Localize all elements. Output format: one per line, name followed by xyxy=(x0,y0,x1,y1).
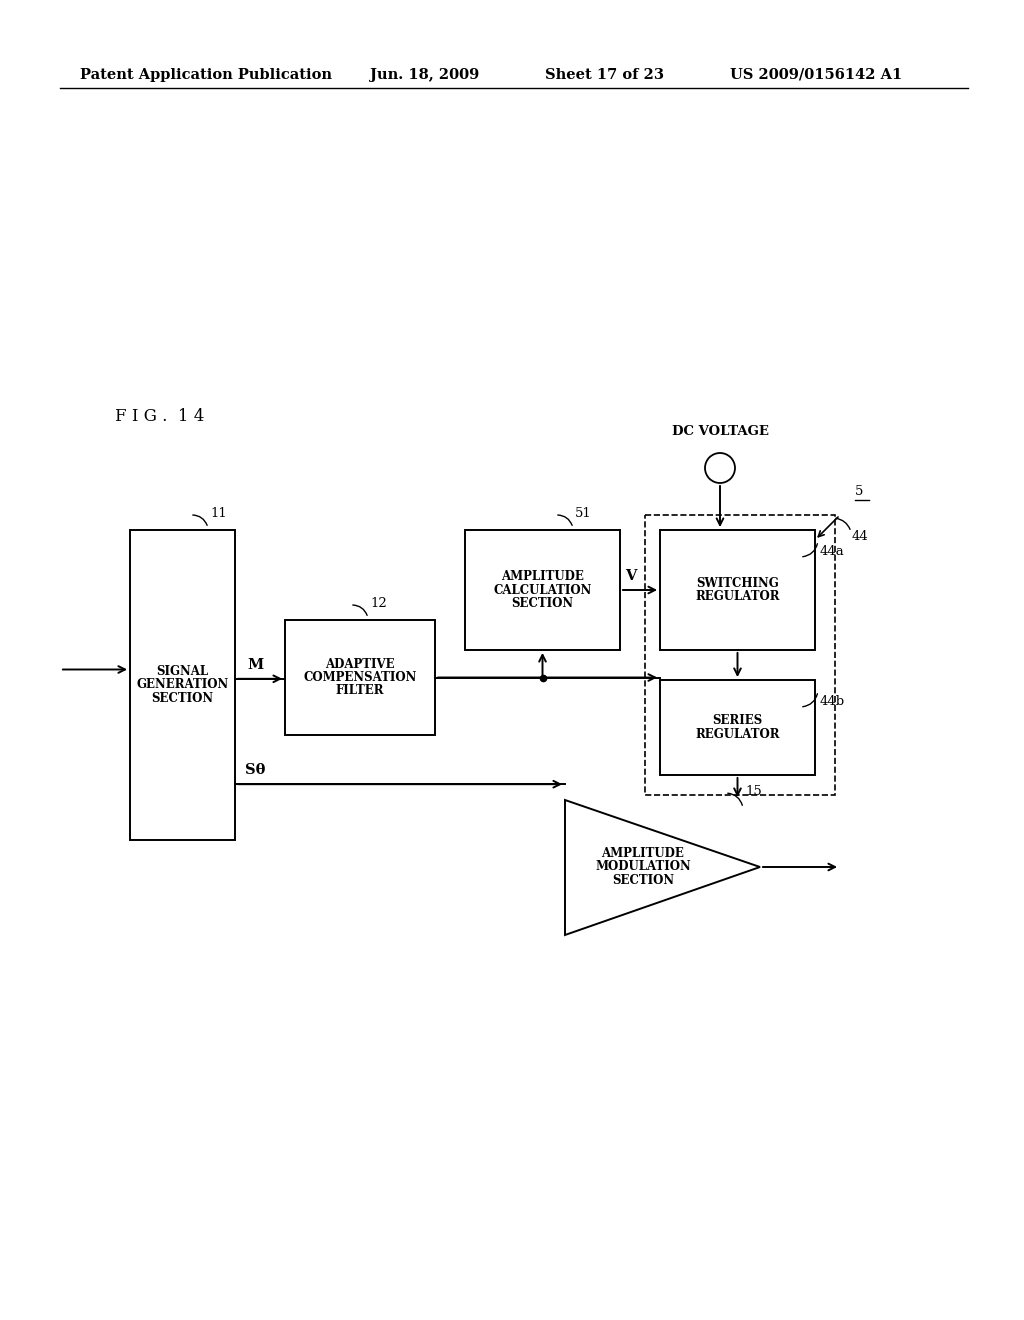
Text: SECTION: SECTION xyxy=(612,874,674,887)
Text: SERIES: SERIES xyxy=(713,714,763,727)
Bar xyxy=(130,531,234,840)
Text: AMPLITUDE: AMPLITUDE xyxy=(501,570,584,583)
Text: Patent Application Publication: Patent Application Publication xyxy=(80,69,332,82)
Text: US 2009/0156142 A1: US 2009/0156142 A1 xyxy=(730,69,902,82)
Bar xyxy=(660,531,815,649)
Text: Jun. 18, 2009: Jun. 18, 2009 xyxy=(370,69,479,82)
Text: F I G .  1 4: F I G . 1 4 xyxy=(115,408,205,425)
Bar xyxy=(285,620,435,735)
Text: DC VOLTAGE: DC VOLTAGE xyxy=(672,425,768,438)
Text: 44a: 44a xyxy=(820,545,845,558)
Text: 5: 5 xyxy=(855,484,863,498)
Circle shape xyxy=(705,453,735,483)
Text: M: M xyxy=(247,657,263,672)
Text: 44b: 44b xyxy=(820,696,845,708)
Bar xyxy=(645,515,835,795)
Text: V: V xyxy=(625,569,636,583)
Text: Sθ: Sθ xyxy=(245,763,265,777)
Text: FILTER: FILTER xyxy=(336,684,384,697)
Text: SECTION: SECTION xyxy=(152,692,214,705)
Text: 51: 51 xyxy=(575,507,592,520)
Text: 12: 12 xyxy=(370,597,387,610)
Text: 44: 44 xyxy=(852,531,868,543)
Text: REGULATOR: REGULATOR xyxy=(695,727,779,741)
Text: GENERATION: GENERATION xyxy=(136,678,228,692)
Text: 15: 15 xyxy=(745,785,762,799)
Text: SECTION: SECTION xyxy=(511,597,573,610)
Text: ADAPTIVE: ADAPTIVE xyxy=(326,657,395,671)
Text: REGULATOR: REGULATOR xyxy=(695,590,779,603)
Text: AMPLITUDE: AMPLITUDE xyxy=(601,847,684,861)
Polygon shape xyxy=(565,800,760,935)
Bar xyxy=(660,680,815,775)
Text: MODULATION: MODULATION xyxy=(595,861,691,874)
Bar xyxy=(465,531,620,649)
Text: COMPENSATION: COMPENSATION xyxy=(303,671,417,684)
Text: Sheet 17 of 23: Sheet 17 of 23 xyxy=(545,69,664,82)
Text: 11: 11 xyxy=(210,507,226,520)
Text: SWITCHING: SWITCHING xyxy=(696,577,779,590)
Text: CALCULATION: CALCULATION xyxy=(494,583,592,597)
Text: SIGNAL: SIGNAL xyxy=(157,665,209,678)
